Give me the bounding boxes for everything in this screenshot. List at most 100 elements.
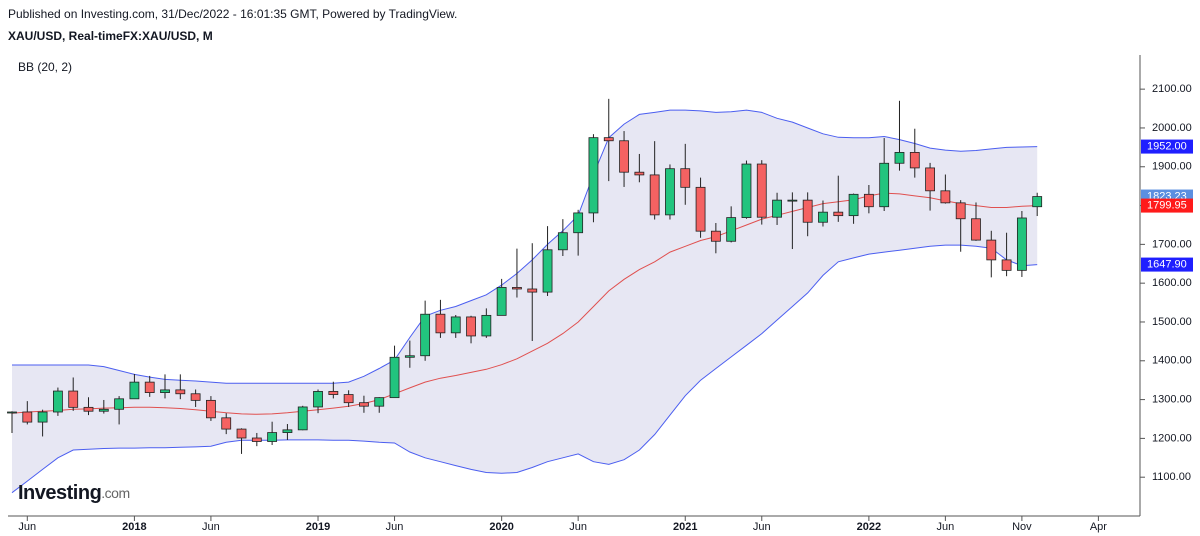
candle-body: [588, 137, 599, 214]
x-tick-label: 2020: [489, 521, 513, 533]
y-tick-label: 1100.00: [1152, 471, 1191, 483]
candle-body: [665, 168, 675, 216]
x-tick-label: 2021: [673, 521, 697, 533]
candle-body: [695, 186, 706, 232]
candle-body: [236, 428, 247, 439]
candle-body: [68, 390, 79, 408]
candle-body: [206, 399, 216, 419]
publisher-note: Published on Investing.com, 31/Dec/2022 …: [8, 7, 457, 21]
logo: Investing.com: [18, 482, 130, 504]
x-tick-label: Nov: [1012, 521, 1032, 533]
candle-body: [971, 218, 981, 241]
y-tick-label: 1600.00: [1152, 277, 1192, 289]
y-tick-label: 1500.00: [1152, 316, 1192, 328]
candle-body: [98, 408, 109, 412]
x-tick-label: Jun: [202, 521, 220, 533]
candle-body: [955, 202, 966, 220]
candle-body: [512, 287, 522, 290]
candle-body: [435, 313, 446, 334]
x-tick-label: Jun: [569, 521, 587, 533]
candle-body: [389, 356, 400, 399]
candle-body: [7, 411, 17, 414]
candle-body: [1032, 196, 1043, 208]
y-tick-label: 1300.00: [1152, 393, 1192, 405]
candle-body: [573, 212, 584, 234]
band-lower: [11, 244, 1038, 494]
candle-body: [940, 190, 951, 204]
candle-body: [221, 417, 232, 430]
candle-body: [343, 394, 354, 404]
candle-body: [726, 217, 737, 242]
candle-body: [894, 151, 905, 164]
x-tick-label: 2018: [122, 521, 146, 533]
candle-body: [175, 389, 186, 395]
candle-body: [328, 391, 339, 395]
x-tick-label: Apr: [1090, 521, 1107, 533]
plot-area: [7, 98, 1043, 494]
candle-body: [986, 239, 997, 261]
candle-body: [772, 199, 782, 218]
candle-body: [404, 355, 415, 358]
candle-body: [680, 168, 691, 188]
candle-body: [144, 381, 155, 394]
y-tick-label: 1400.00: [1152, 355, 1192, 367]
y-tick-label: 1200.00: [1152, 432, 1192, 444]
candle-body: [787, 199, 798, 202]
x-tick-label: Jun: [18, 521, 36, 533]
price-label-bg: [1141, 257, 1193, 272]
candle-body: [37, 411, 48, 423]
candle-body: [374, 397, 385, 407]
candle-body: [557, 232, 568, 251]
candle-body: [190, 393, 201, 401]
candle-body: [160, 389, 170, 394]
candle-body: [114, 398, 125, 410]
candle-body: [925, 167, 935, 192]
candle-body: [909, 151, 920, 169]
y-tick-label: 1700.00: [1152, 238, 1192, 250]
y-tick-label: 2100.00: [1152, 83, 1192, 95]
logo-suffix: .com: [101, 485, 129, 501]
candle-body: [603, 137, 614, 142]
candle-body: [282, 429, 293, 433]
candle-body: [83, 406, 94, 412]
indicator-legend: BB (20, 2): [18, 60, 72, 74]
candle-body: [359, 402, 369, 407]
candle-body: [1001, 259, 1012, 271]
candle-body: [481, 314, 492, 337]
candle-body: [818, 211, 828, 223]
price-label-bg: [1141, 198, 1193, 213]
candle-body: [527, 288, 538, 293]
candle-body: [496, 287, 507, 316]
candle-body: [53, 390, 63, 413]
candle-body: [848, 193, 859, 217]
candle-body: [129, 381, 140, 400]
candle-body: [267, 432, 278, 442]
y-tick-label: 2000.00: [1152, 122, 1192, 134]
candle-body: [420, 313, 431, 357]
candle-body: [542, 249, 553, 293]
price-label: 1799.95: [1147, 199, 1187, 211]
candle-body: [741, 163, 752, 218]
price-label: 1952.00: [1147, 140, 1187, 152]
price-label-bg: [1141, 139, 1193, 154]
chart-title: XAU/USD, Real-timeFX:XAU/USD, M: [8, 29, 213, 43]
x-tick-label: Jun: [753, 521, 771, 533]
candle-body: [313, 391, 323, 408]
x-tick-label: Jun: [386, 521, 404, 533]
candle-body: [879, 162, 890, 208]
candle-body: [833, 211, 844, 217]
y-tick-label: 1900.00: [1152, 161, 1192, 173]
candle-body: [649, 174, 660, 216]
candle-body: [297, 406, 308, 431]
x-tick-label: 2019: [306, 521, 330, 533]
price-label: 1647.90: [1147, 258, 1187, 270]
candle-body: [634, 171, 645, 176]
candle-body: [863, 193, 874, 208]
candle-body: [450, 316, 461, 334]
candle-body: [619, 140, 629, 173]
candle-body: [466, 316, 476, 337]
candle-body: [802, 199, 813, 223]
x-tick-label: 2022: [857, 521, 881, 533]
